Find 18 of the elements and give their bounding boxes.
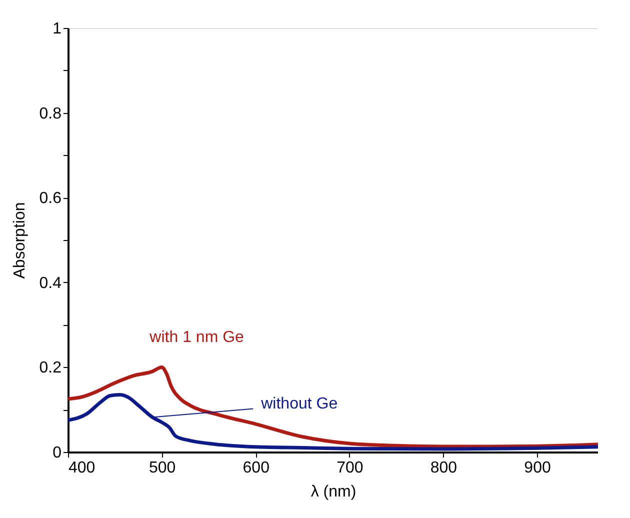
y-tick-label: 0.2	[39, 360, 62, 377]
x-tick-label: 400	[68, 460, 96, 476]
y-tick-label: 0	[52, 444, 62, 462]
x-tick-label: 500	[148, 460, 176, 476]
x-tick-label: 800	[430, 460, 458, 476]
y-tick-label: 0.4	[39, 274, 62, 292]
x-tick-label: 900	[524, 460, 551, 476]
x-axis-title: λ (nm)	[310, 484, 356, 500]
series-label: with 1 nm Ge	[148, 329, 244, 346]
y-tick-label: 1	[52, 20, 62, 38]
line-series	[68, 393, 598, 451]
y-axis-title: Absorption	[11, 202, 28, 279]
x-tick-label: 700	[336, 460, 364, 476]
x-tick-label: 600	[242, 460, 270, 476]
y-tick-label: 0.6	[39, 190, 62, 208]
line-series	[68, 365, 598, 448]
y-tick-label: 0.8	[39, 105, 62, 122]
text: without Ge	[260, 396, 338, 413]
